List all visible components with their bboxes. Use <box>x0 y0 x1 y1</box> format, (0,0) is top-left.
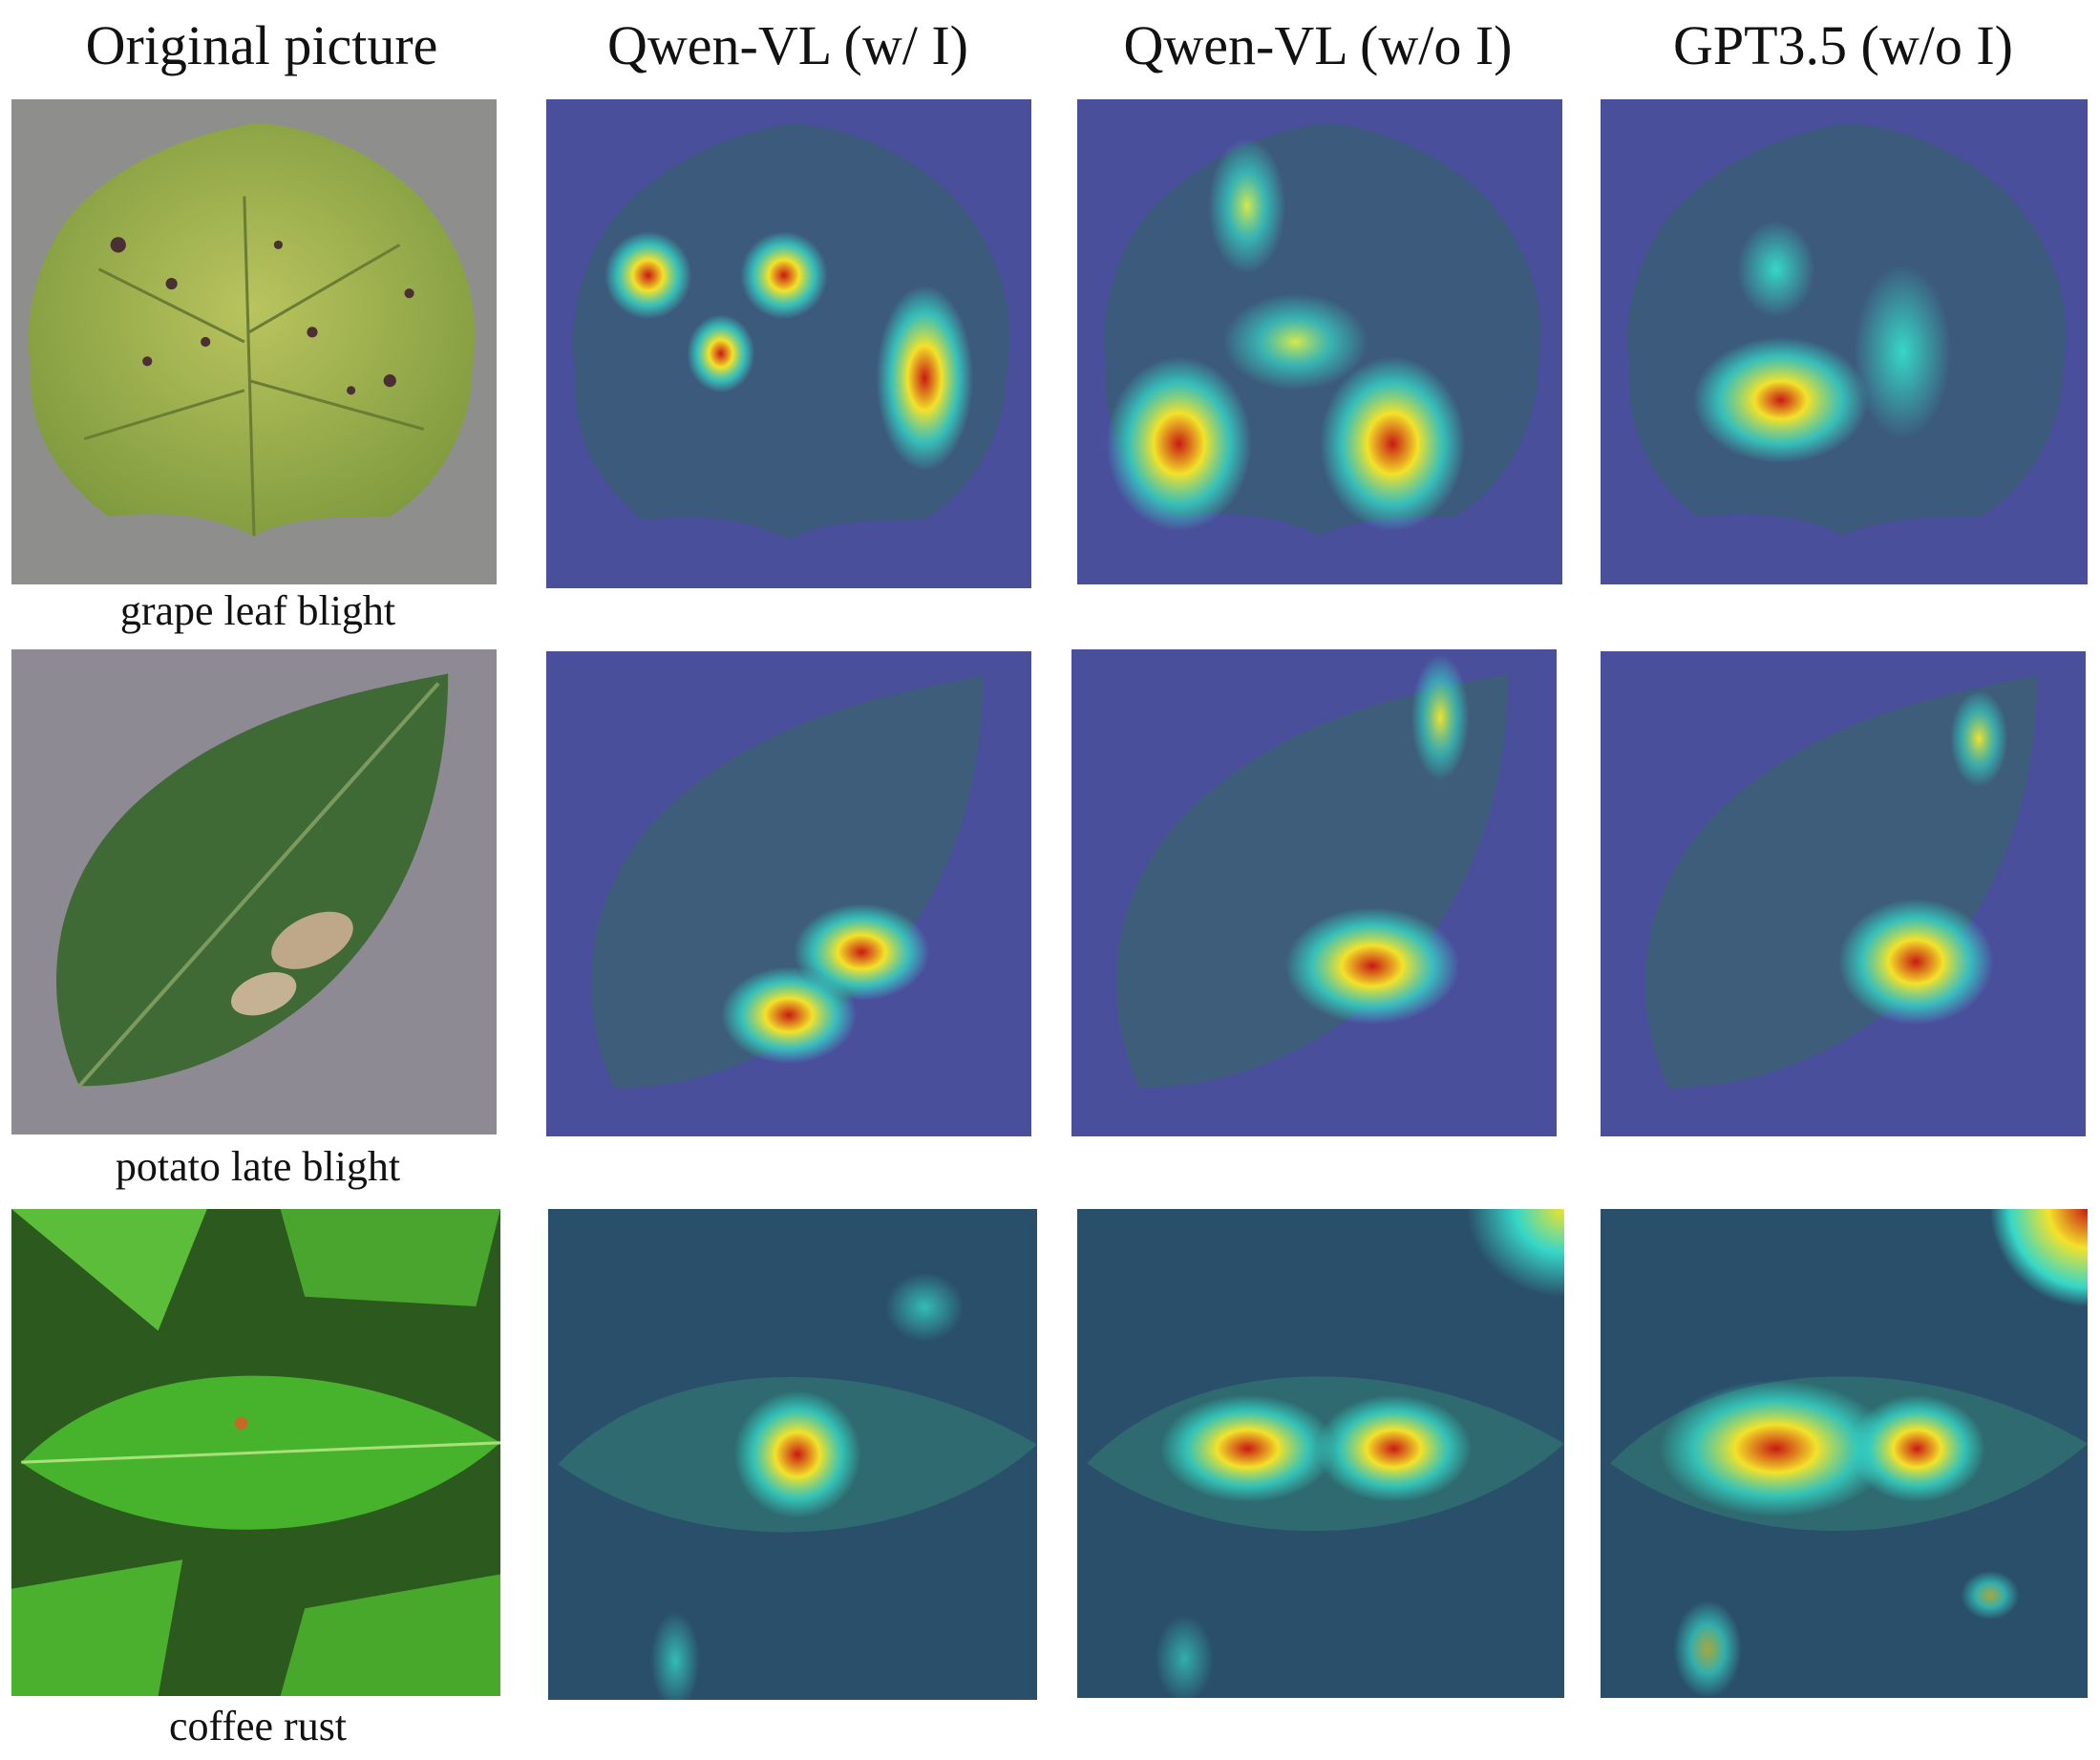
column-title-qwen-with-i: Qwen-VL (w/ I) <box>607 14 968 76</box>
grape-gpt35-without-i-heatmap <box>1601 99 2088 584</box>
column-title-original: Original picture <box>85 14 438 76</box>
grape-qwen-with-i-heatmap <box>546 99 1031 588</box>
potato-qwen-without-i-heatmap <box>1071 649 1557 1136</box>
row-caption-coffee: coffee rust <box>168 1703 348 1749</box>
coffee-qwen-without-i-heatmap <box>1077 1209 1564 1698</box>
coffee-qwen-with-i-heatmap <box>548 1209 1037 1700</box>
coffee-gpt35-without-i-heatmap <box>1601 1209 2088 1698</box>
column-title-gpt35-without-i: GPT3.5 (w/o I) <box>1672 14 2013 76</box>
column-title-qwen-without-i: Qwen-VL (w/o I) <box>1123 14 1513 76</box>
potato-qwen-with-i-heatmap <box>546 651 1031 1136</box>
row-caption-grape: grape leaf blight <box>119 587 396 634</box>
potato-gpt35-without-i-heatmap <box>1601 651 2086 1136</box>
grape-qwen-without-i-heatmap <box>1077 99 1562 584</box>
potato-original-image <box>11 649 497 1134</box>
row-caption-potato: potato late blight <box>115 1143 401 1190</box>
grape-original-image <box>11 99 497 584</box>
coffee-original-image <box>11 1209 500 1696</box>
